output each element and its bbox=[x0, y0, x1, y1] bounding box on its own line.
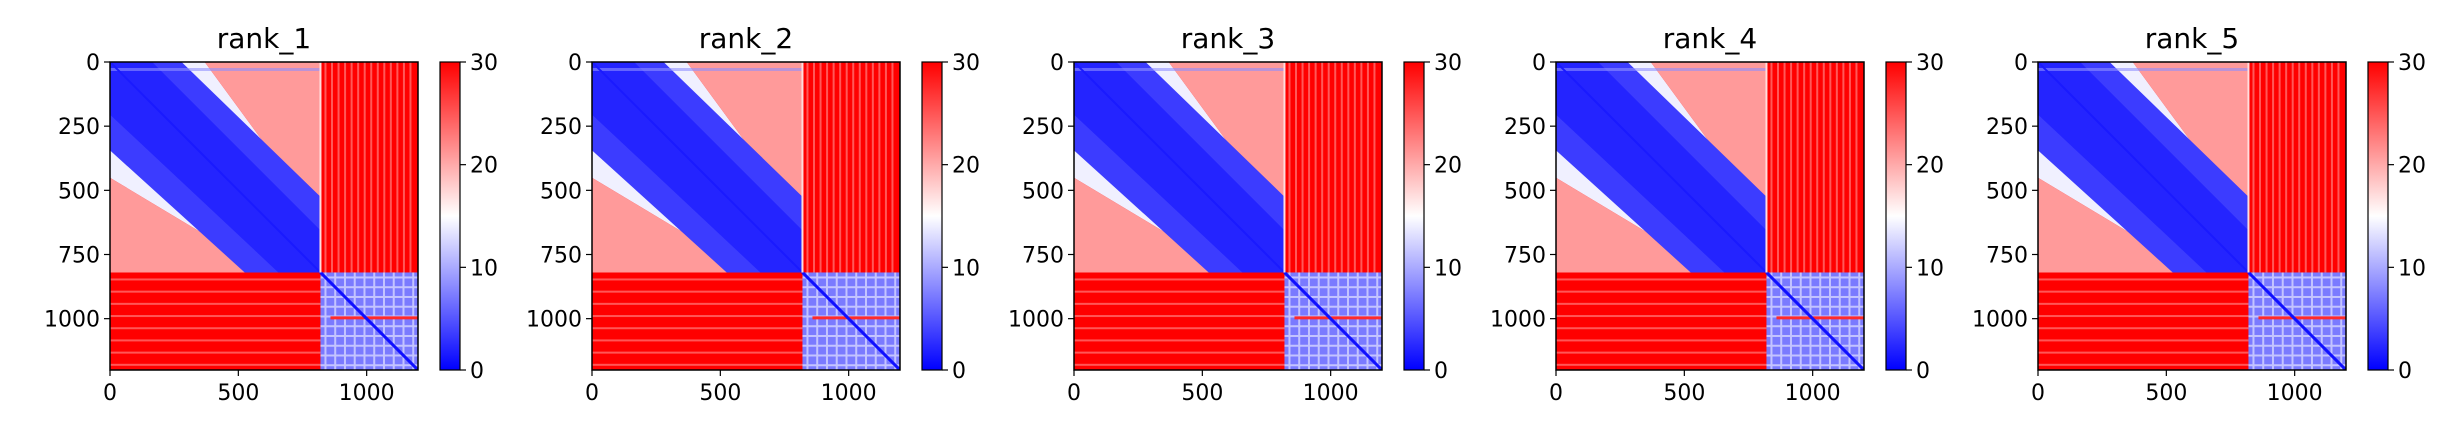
colorbar-tick-label: 0 bbox=[470, 359, 484, 384]
chart-title: rank_2 bbox=[699, 22, 793, 55]
heatmap-image bbox=[110, 62, 418, 370]
y-tick-label: 0 bbox=[1532, 51, 1546, 76]
colorbar-tick-label: 10 bbox=[470, 256, 498, 281]
x-tick-label: 500 bbox=[1181, 381, 1223, 406]
colorbar-tick-label: 20 bbox=[1434, 154, 1462, 179]
x-tick-label: 1000 bbox=[1303, 381, 1359, 406]
colorbar bbox=[1885, 61, 1907, 371]
y-tick-label: 750 bbox=[1504, 244, 1546, 269]
y-tick-label: 750 bbox=[1986, 244, 2028, 269]
heatmap-image bbox=[592, 62, 900, 370]
y-tick-label: 250 bbox=[1504, 115, 1546, 140]
x-tick-label: 1000 bbox=[1785, 381, 1841, 406]
colorbar-tick-label: 0 bbox=[1916, 359, 1930, 384]
x-tick-label: 0 bbox=[1067, 381, 1081, 406]
y-tick-label: 500 bbox=[58, 179, 100, 204]
x-tick-label: 1000 bbox=[2267, 381, 2323, 406]
heatmap-image bbox=[2038, 62, 2346, 370]
y-tick-label: 500 bbox=[1504, 179, 1546, 204]
colorbar-tick-label: 10 bbox=[2398, 256, 2426, 281]
x-tick-label: 0 bbox=[1549, 381, 1563, 406]
y-tick-label: 250 bbox=[1022, 115, 1064, 140]
colorbar-tick-label: 30 bbox=[470, 51, 498, 76]
y-tick-label: 1000 bbox=[1490, 308, 1546, 333]
x-tick-label: 500 bbox=[217, 381, 259, 406]
chart-title: rank_4 bbox=[1663, 22, 1757, 55]
heatmap-image bbox=[1074, 62, 1382, 370]
x-tick-label: 1000 bbox=[339, 381, 395, 406]
colorbar-tick-label: 30 bbox=[1434, 51, 1462, 76]
colorbar-tick-label: 20 bbox=[1916, 154, 1944, 179]
colorbar bbox=[439, 61, 461, 371]
y-tick-label: 0 bbox=[2014, 51, 2028, 76]
colorbar-tick-label: 10 bbox=[1434, 256, 1462, 281]
axes-frame bbox=[1073, 61, 1383, 371]
y-tick-label: 1000 bbox=[526, 308, 582, 333]
colorbar-tick-label: 0 bbox=[2398, 359, 2412, 384]
y-tick-label: 250 bbox=[58, 115, 100, 140]
x-tick-label: 500 bbox=[699, 381, 741, 406]
chart-title: rank_1 bbox=[217, 22, 311, 55]
heatmap-image bbox=[1556, 62, 1864, 370]
axes-frame bbox=[109, 61, 419, 371]
colorbar-tick-label: 20 bbox=[470, 154, 498, 179]
y-tick-label: 0 bbox=[86, 51, 100, 76]
heatmap-panel-2: rank_2 0 500 1000 0 250 500 750 1000 0 10 20 30 bbox=[526, 22, 980, 406]
y-tick-label: 750 bbox=[58, 244, 100, 269]
axes-frame bbox=[1555, 61, 1865, 371]
y-tick-label: 0 bbox=[1050, 51, 1064, 76]
axes-frame bbox=[591, 61, 901, 371]
y-tick-label: 500 bbox=[1022, 179, 1064, 204]
heatmap-panel-3: rank_3 0 500 1000 0 250 500 750 1000 0 10 20 30 bbox=[1008, 22, 1462, 406]
colorbar-tick-label: 20 bbox=[952, 154, 980, 179]
y-tick-label: 0 bbox=[568, 51, 582, 76]
x-tick-label: 0 bbox=[103, 381, 117, 406]
y-tick-label: 250 bbox=[1986, 115, 2028, 140]
y-tick-label: 250 bbox=[540, 115, 582, 140]
colorbar bbox=[921, 61, 943, 371]
heatmap-panel-4: rank_4 0 500 1000 0 250 500 750 1000 0 10 20 30 bbox=[1490, 22, 1944, 406]
colorbar bbox=[2367, 61, 2389, 371]
y-tick-label: 1000 bbox=[1972, 308, 2028, 333]
heatmap-panel-1: rank_1 0 500 1000 0 250 500 750 1000 0 10 20 30 bbox=[44, 22, 498, 406]
colorbar-tick-label: 30 bbox=[1916, 51, 1944, 76]
x-tick-label: 1000 bbox=[821, 381, 877, 406]
colorbar-tick-label: 0 bbox=[1434, 359, 1448, 384]
y-tick-label: 750 bbox=[1022, 244, 1064, 269]
chart-title: rank_3 bbox=[1181, 22, 1275, 55]
x-tick-label: 0 bbox=[585, 381, 599, 406]
x-tick-label: 500 bbox=[1663, 381, 1705, 406]
x-tick-label: 0 bbox=[2031, 381, 2045, 406]
y-tick-label: 1000 bbox=[44, 308, 100, 333]
colorbar-tick-label: 10 bbox=[952, 256, 980, 281]
y-tick-label: 1000 bbox=[1008, 308, 1064, 333]
colorbar-tick-label: 10 bbox=[1916, 256, 1944, 281]
colorbar bbox=[1403, 61, 1425, 371]
x-tick-label: 500 bbox=[2145, 381, 2187, 406]
heatmap-panel-5: rank_5 0 500 1000 0 250 500 750 1000 0 10 20 30 bbox=[1972, 22, 2426, 406]
y-tick-label: 750 bbox=[540, 244, 582, 269]
axes-frame bbox=[2037, 61, 2347, 371]
colorbar-tick-label: 30 bbox=[2398, 51, 2426, 76]
chart-title: rank_5 bbox=[2145, 22, 2239, 55]
y-tick-label: 500 bbox=[540, 179, 582, 204]
colorbar-tick-label: 0 bbox=[952, 359, 966, 384]
colorbar-tick-label: 20 bbox=[2398, 154, 2426, 179]
colorbar-tick-label: 30 bbox=[952, 51, 980, 76]
y-tick-label: 500 bbox=[1986, 179, 2028, 204]
